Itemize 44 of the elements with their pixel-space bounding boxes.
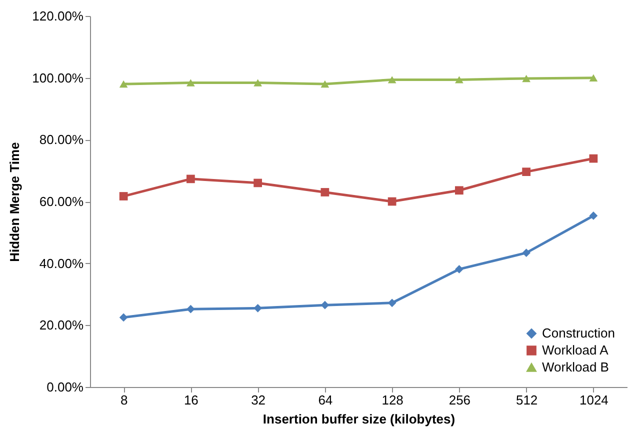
point: [320, 80, 330, 88]
y-axis-title: Hidden Merge Time: [7, 142, 22, 262]
x-tick-label: 8: [120, 392, 128, 408]
y-tick-label: 40.00%: [39, 256, 84, 271]
point: [455, 76, 464, 84]
point: [119, 80, 128, 88]
x-tick-label: 16: [184, 392, 198, 408]
y-tick-label: 0.00%: [46, 380, 84, 394]
point: [320, 300, 330, 310]
point: [388, 298, 396, 308]
y-tick-label: 80.00%: [39, 132, 84, 148]
point: [522, 248, 530, 258]
legend-label: Construction: [542, 326, 615, 340]
point: [522, 74, 530, 82]
point: [186, 304, 195, 314]
point: [254, 79, 262, 86]
point: [455, 186, 464, 195]
point: [254, 304, 262, 312]
point: [186, 79, 195, 86]
point: [320, 188, 330, 196]
point: [388, 76, 396, 84]
point: [388, 197, 396, 206]
point: [254, 178, 262, 188]
x-tick-label: 512: [516, 392, 538, 408]
x-tick-label: 256: [448, 392, 471, 408]
y-tick-label: 100.00%: [32, 70, 84, 86]
legend-label: Workload B: [542, 360, 609, 374]
x-tick-label: 32: [251, 392, 266, 408]
y-tick-label: 120.00%: [32, 8, 84, 24]
point: [589, 212, 598, 220]
point: [589, 154, 598, 163]
point: [119, 313, 128, 322]
x-axis-title: Insertion buffer size (kilobytes): [262, 412, 456, 426]
point: [522, 168, 530, 176]
point: [589, 74, 598, 82]
y-tick-label: 60.00%: [39, 194, 84, 209]
y-tick-label: 20.00%: [39, 318, 84, 333]
x-tick-label: 128: [382, 392, 404, 408]
point: [186, 174, 195, 184]
point: [119, 192, 128, 200]
x-tick-label: 1024: [579, 392, 608, 408]
legend-label: Workload A: [542, 342, 609, 358]
x-tick-label: 64: [318, 392, 333, 408]
point: [455, 265, 464, 274]
